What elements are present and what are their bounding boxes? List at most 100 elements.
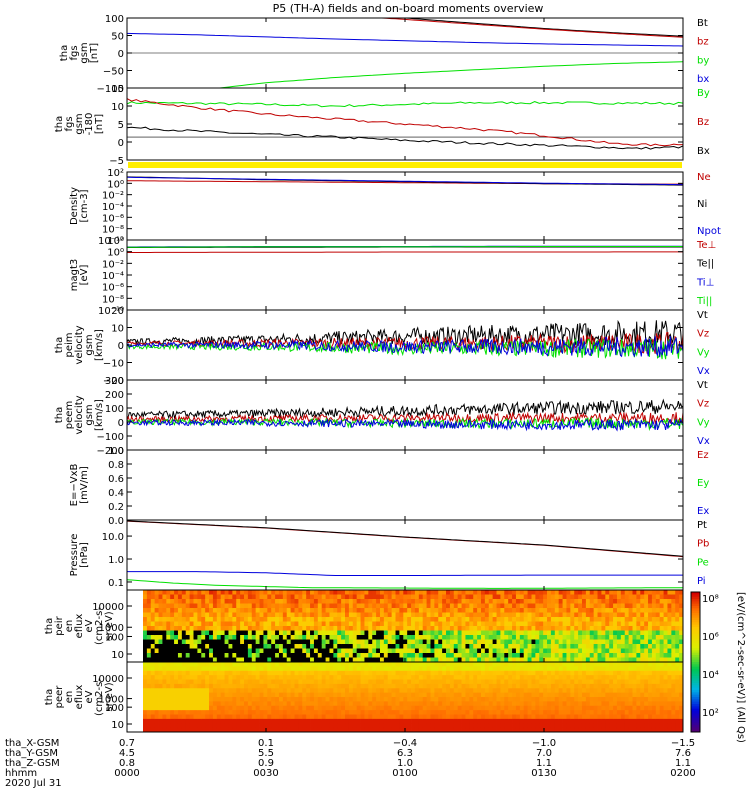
heatmap-cell	[609, 670, 614, 676]
heatmap-cell	[543, 635, 548, 640]
heatmap-cell	[399, 639, 404, 645]
heatmap-cell	[205, 705, 210, 711]
heatmap-cell	[550, 608, 556, 613]
heatmap-cell	[177, 644, 183, 649]
heatmap-cell	[263, 714, 268, 720]
y-axis-label-line: magt3	[69, 259, 80, 292]
heatmap-cell	[480, 639, 486, 645]
heatmap-cell	[278, 608, 284, 613]
heatmap-cell	[143, 648, 148, 654]
heatmap-cell	[589, 675, 595, 680]
heatmap-cell	[372, 644, 377, 649]
heatmap-cell	[508, 679, 513, 685]
colorbar-cell	[691, 592, 700, 595]
heatmap-cell	[360, 648, 365, 654]
heatmap-cell	[667, 590, 672, 595]
heatmap-cell	[535, 644, 540, 649]
heatmap-cell	[488, 635, 494, 640]
heatmap-cell	[341, 714, 346, 720]
heatmap-cell	[282, 675, 288, 680]
heatmap-cell	[644, 608, 649, 613]
heatmap-cell	[209, 644, 214, 649]
heatmap-cell	[613, 662, 618, 667]
heatmap-cell	[527, 648, 532, 654]
heatmap-cell	[286, 590, 292, 595]
heatmap-cell	[636, 603, 641, 609]
heatmap-cell	[644, 683, 649, 689]
heatmap-cell	[325, 657, 330, 663]
heatmap-cell	[640, 603, 645, 609]
y-tick-label: 0.2	[108, 502, 124, 513]
heatmap-cell	[364, 617, 369, 622]
heatmap-cell	[430, 683, 435, 689]
heatmap-cell	[333, 626, 338, 631]
heatmap-cell	[181, 714, 187, 720]
heatmap-cell	[613, 635, 618, 640]
heatmap-cell	[259, 644, 264, 649]
heatmap-cell	[181, 670, 187, 676]
heatmap-cell	[500, 714, 505, 720]
heatmap-cell	[294, 626, 299, 631]
heatmap-cell	[216, 648, 222, 654]
heatmap-cell	[259, 688, 264, 694]
heatmap-cell	[364, 662, 369, 667]
heatmap-cell	[337, 692, 342, 698]
heatmap-cell	[278, 723, 284, 729]
heatmap-cell	[434, 705, 439, 711]
heatmap-cell	[407, 675, 412, 680]
heatmap-cell	[154, 710, 159, 715]
heatmap-cell	[550, 635, 556, 640]
heatmap-cell	[197, 723, 202, 729]
heatmap-cell	[146, 603, 152, 609]
heatmap-cell	[442, 608, 447, 613]
heatmap-cell	[244, 662, 249, 667]
heatmap-cell	[247, 723, 253, 729]
heatmap-cell	[512, 657, 517, 663]
heatmap-cell	[286, 670, 292, 676]
heatmap-cell	[275, 692, 280, 698]
heatmap-cell	[379, 666, 385, 672]
heatmap-cell	[212, 666, 218, 672]
heatmap-cell	[601, 705, 606, 711]
heatmap-cell	[310, 675, 315, 680]
heatmap-cell	[352, 718, 358, 724]
heatmap-cell	[337, 666, 342, 672]
heatmap-cell	[146, 710, 152, 715]
heatmap-cell	[337, 626, 342, 631]
heatmap-cell	[675, 705, 680, 711]
heatmap-cell	[554, 670, 560, 676]
heatmap-cell	[550, 697, 556, 702]
heatmap-cell	[636, 635, 641, 640]
heatmap-cell	[504, 718, 509, 724]
heatmap-cell	[519, 683, 525, 689]
heatmap-cell	[675, 635, 680, 640]
colorbar-cell	[691, 599, 700, 602]
heatmap-cell	[446, 608, 451, 613]
legend-by: by	[697, 55, 709, 66]
heatmap-cell	[325, 675, 330, 680]
heatmap-cell	[294, 617, 299, 622]
heatmap-cell	[379, 692, 385, 698]
heatmap-cell	[640, 727, 645, 733]
heatmap-cell	[376, 630, 381, 636]
heatmap-cell	[675, 617, 680, 622]
heatmap-cell	[170, 612, 175, 618]
heatmap-cell	[158, 697, 163, 702]
heatmap-cell	[282, 603, 288, 609]
heatmap-cell	[465, 692, 470, 698]
y-axis-label-line: gsm	[74, 113, 85, 134]
heatmap-cell	[372, 701, 377, 707]
heatmap-cell	[267, 714, 272, 720]
heatmap-cell	[616, 723, 622, 729]
heatmap-cell	[589, 594, 595, 600]
heatmap-cell	[547, 653, 552, 658]
heatmap-cell	[251, 688, 257, 694]
heatmap-cell	[477, 705, 482, 711]
heatmap-cell	[185, 714, 191, 720]
y-tick-label: −20	[103, 376, 124, 387]
heatmap-cell	[162, 662, 167, 667]
heatmap-cell	[321, 723, 326, 729]
heatmap-cell	[453, 648, 459, 654]
heatmap-cell	[457, 657, 462, 663]
heatmap-cell	[554, 692, 560, 698]
